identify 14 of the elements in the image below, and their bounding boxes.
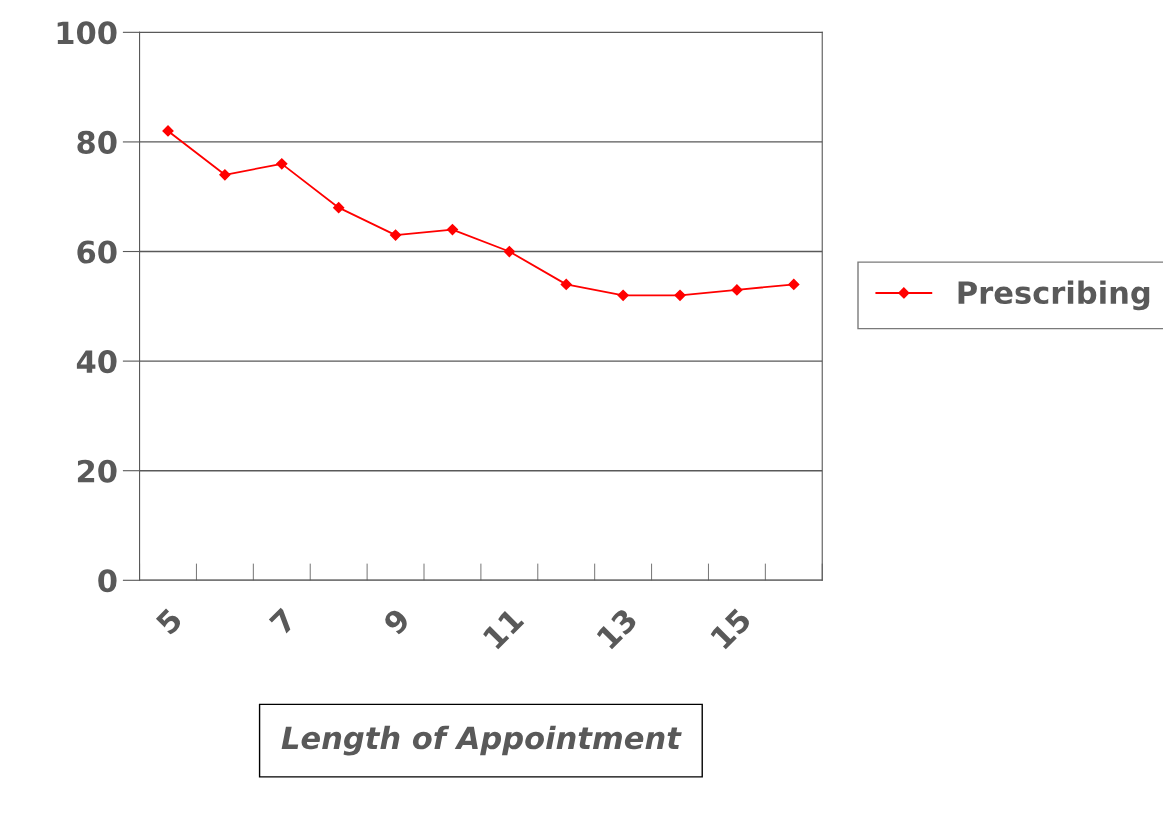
y-tick-label: 80 [77, 130, 117, 154]
legend-label: Prescribing [958, 280, 1150, 311]
y-tick-label: 40 [76, 350, 117, 374]
x-tick-label: 15 [709, 607, 753, 650]
y-tick-label: 20 [77, 459, 117, 483]
y-tick-label: 100 [57, 21, 117, 45]
x-tick-label: 5 [155, 607, 184, 636]
x-tick-label: 11 [482, 607, 525, 650]
x-tick-label: 13 [595, 607, 639, 650]
x-tick-label: 9 [382, 607, 411, 636]
y-tick-label: 0 [98, 569, 117, 593]
y-tick-label: 60 [77, 240, 117, 264]
x-axis-title: Length of Appointment [281, 725, 682, 756]
x-tick-label: 7 [268, 607, 297, 636]
